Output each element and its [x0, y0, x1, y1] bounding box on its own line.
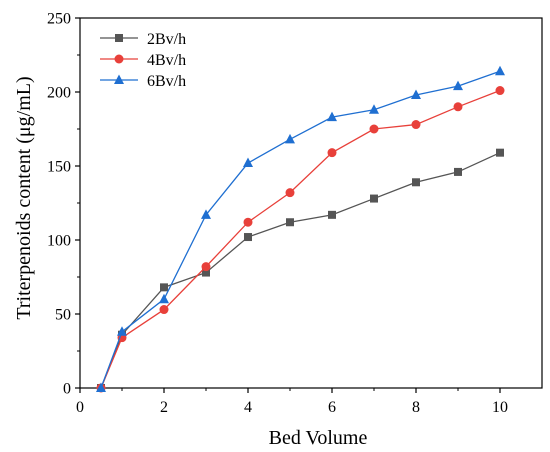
data-point	[412, 178, 420, 187]
x-tick-label: 8	[412, 399, 420, 416]
y-tick-label: 200	[47, 85, 71, 102]
legend: 2Bv/h 4Bv/h 6Bv/h	[100, 31, 186, 90]
data-point	[201, 209, 211, 219]
data-point	[496, 148, 504, 157]
data-point	[411, 89, 421, 99]
y-tick-label: 150	[47, 159, 71, 176]
data-point	[160, 283, 168, 292]
x-tick-label: 0	[76, 399, 84, 416]
legend-entry: 4Bv/h	[100, 52, 186, 69]
legend-label: 6Bv/h	[147, 73, 186, 90]
data-point	[495, 65, 505, 76]
data-point	[114, 74, 124, 84]
data-point	[202, 268, 210, 277]
data-point	[370, 194, 378, 203]
data-point	[114, 54, 124, 64]
data-point	[495, 86, 505, 96]
series-4Bv/h	[96, 86, 505, 393]
x-axis: 0 2 4 6 8 10	[76, 388, 508, 416]
y-tick-label: 50	[55, 307, 71, 324]
series-line	[100, 89, 501, 389]
data-point	[454, 167, 462, 176]
data-point	[411, 120, 421, 130]
x-tick-label: 6	[328, 399, 336, 416]
x-tick-label: 2	[160, 399, 168, 416]
data-point	[244, 233, 252, 242]
data-point	[159, 305, 169, 315]
series-6Bv/h	[96, 65, 505, 392]
data-point	[115, 34, 123, 42]
data-point	[286, 218, 294, 227]
data-point	[328, 210, 336, 219]
legend-label: 2Bv/h	[147, 31, 186, 48]
legend-entry: 6Bv/h	[100, 73, 186, 90]
y-tick-label: 0	[63, 381, 71, 398]
data-point	[201, 262, 211, 272]
data-point	[327, 111, 337, 122]
data-point	[453, 102, 463, 112]
data-point	[369, 124, 379, 134]
y-tick-label: 100	[47, 233, 71, 250]
series-line	[100, 152, 501, 389]
data-point	[243, 217, 253, 227]
data-point	[96, 382, 106, 392]
legend-label: 4Bv/h	[147, 52, 186, 69]
data-point	[285, 188, 295, 198]
x-axis-label: Bed Volume	[269, 427, 368, 449]
series-layer	[96, 65, 505, 393]
legend-entry: 2Bv/h	[100, 31, 186, 48]
y-axis: 0 50 100 150 200 250	[47, 11, 80, 398]
x-tick-label: 4	[244, 399, 252, 416]
data-point	[159, 293, 169, 304]
series-2Bv/h	[97, 148, 504, 392]
y-axis-label: Triterpenoids content (μg/mL)	[13, 76, 35, 319]
x-tick-label: 10	[492, 399, 508, 416]
data-point	[285, 133, 295, 144]
series-line	[100, 70, 501, 389]
data-point	[453, 80, 463, 91]
y-tick-label: 250	[47, 11, 71, 28]
data-point	[117, 326, 127, 336]
data-point	[369, 104, 379, 114]
data-point	[327, 148, 337, 158]
data-point	[243, 157, 253, 168]
